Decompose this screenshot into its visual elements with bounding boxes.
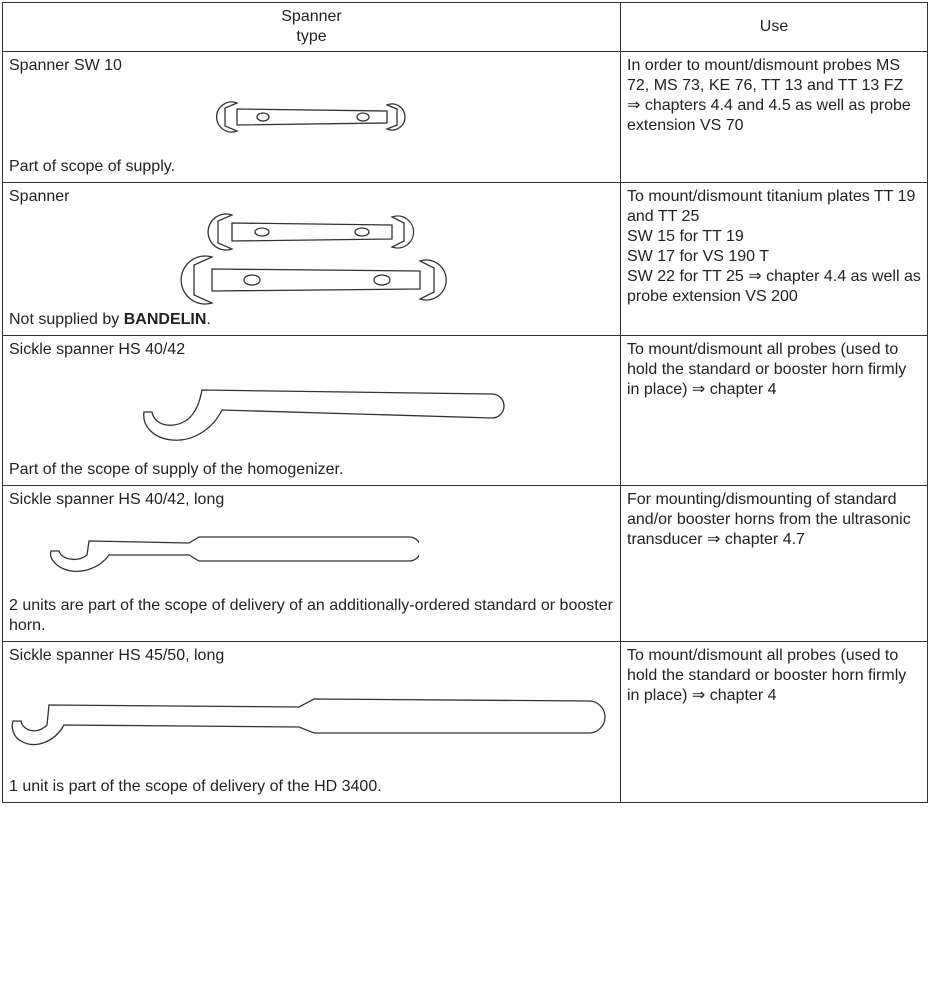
note: Part of scope of supply.	[9, 158, 176, 175]
brand: BANDELIN	[123, 311, 207, 328]
wrench-icon	[215, 100, 406, 133]
cell: For mounting/dismounting of standard and…	[620, 485, 928, 642]
row: Sickle spanner HS 45/50, long 1 unit is …	[2, 641, 928, 803]
use-text: To mount/dismount titanium plates TT 19 …	[627, 188, 916, 225]
note: 2 units are part of the scope of deliver…	[9, 597, 613, 634]
cell: Sickle spanner HS 40/42, long 2 units ar…	[2, 485, 621, 642]
cell: Sickle spanner HS 45/50, long 1 unit is …	[2, 641, 621, 803]
note: Part of the scope of supply of the homog…	[9, 461, 344, 478]
row: Sickle spanner HS 40/42, long 2 units ar…	[2, 485, 928, 642]
cell: Sickle spanner HS 40/42 Part of the scop…	[2, 335, 621, 486]
sickle-spanner-icon	[11, 697, 606, 745]
row: Sickle spanner HS 40/42 Part of the scop…	[2, 335, 928, 486]
note: Not supplied by BANDELIN.	[9, 310, 614, 330]
use-text: SW 17 for VS 190 T	[627, 248, 769, 265]
spanner-name: Spanner	[9, 188, 70, 205]
row: Spanner Not supplied by BANDELIN. To mou…	[2, 182, 928, 336]
header-cell: Spanner type	[2, 2, 621, 52]
spanner-name: Sickle spanner HS 45/50, long	[9, 647, 225, 664]
spanner-name: Spanner SW 10	[9, 57, 122, 74]
cell: Spanner SW 10 Part of scope of supply.	[2, 51, 621, 183]
cell: In order to mount/dismount probes MS 72,…	[620, 51, 928, 183]
cell: To mount/dismount all probes (used to ho…	[620, 641, 928, 803]
note: 1 unit is part of the scope of delivery …	[9, 778, 382, 795]
spanner-table: Spanner type Use Spanner SW 10 Part of s…	[2, 2, 928, 803]
cell: To mount/dismount all probes (used to ho…	[620, 335, 928, 486]
note-text: Not supplied by	[9, 311, 124, 328]
spanner-name: Sickle spanner HS 40/42, long	[9, 491, 225, 508]
sickle-spanner-icon	[49, 536, 419, 572]
use-text: In order to mount/dismount probes MS 72,…	[627, 57, 911, 134]
wrench-icon	[179, 212, 447, 305]
use-text: For mounting/dismounting of standard and…	[627, 491, 911, 548]
sickle-spanner-icon	[142, 389, 505, 441]
row: Spanner SW 10 Part of scope of supply. I…	[2, 51, 928, 183]
note-text: .	[206, 311, 211, 328]
use-text: SW 22 for TT 25 ⇒ chapter 4.4 as well as…	[627, 268, 921, 305]
use-text: To mount/dismount all probes (used to ho…	[627, 647, 907, 704]
use-text: SW 15 for TT 19	[627, 228, 744, 245]
header-row: Spanner type Use	[2, 2, 928, 52]
cell: To mount/dismount titanium plates TT 19 …	[620, 182, 928, 336]
cell: Spanner Not supplied by BANDELIN.	[2, 182, 621, 336]
use-text: To mount/dismount all probes (used to ho…	[627, 341, 907, 398]
header-cell: Use	[620, 2, 928, 52]
spanner-name: Sickle spanner HS 40/42	[9, 341, 186, 358]
